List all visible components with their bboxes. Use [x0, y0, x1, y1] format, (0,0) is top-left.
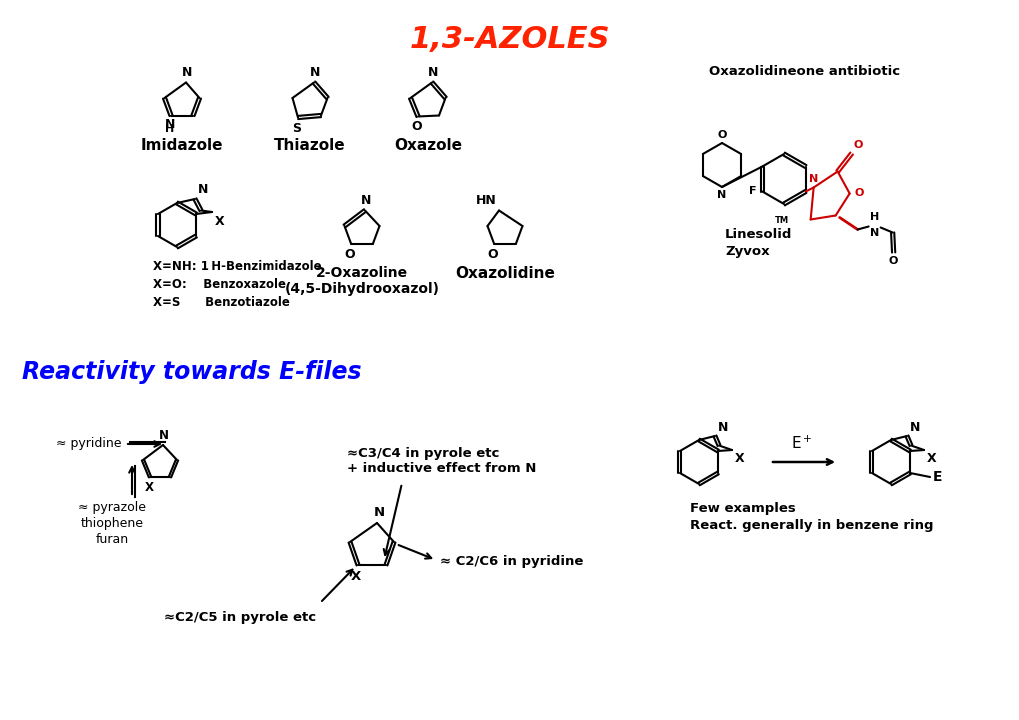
Text: E: E	[932, 470, 942, 484]
Text: O: O	[344, 248, 355, 261]
Text: Linesolid
Zyvox: Linesolid Zyvox	[725, 228, 792, 258]
Text: X: X	[215, 215, 224, 228]
Text: N: N	[159, 429, 169, 442]
Text: Oxazole: Oxazole	[393, 138, 462, 153]
Text: X=NH: 1 H-Benzimidazole
X=O:    Benzoxazole
X=S      Benzotiazole: X=NH: 1 H-Benzimidazole X=O: Benzoxazole…	[153, 260, 321, 309]
Text: O: O	[487, 248, 498, 261]
Text: H: H	[869, 212, 878, 222]
Text: ≈ C2/C6 in pyridine: ≈ C2/C6 in pyridine	[439, 556, 583, 569]
Text: O: O	[853, 140, 862, 150]
Text: O: O	[412, 120, 422, 133]
Text: 1,3-AZOLES: 1,3-AZOLES	[410, 25, 609, 54]
Text: S: S	[292, 122, 302, 135]
Text: N: N	[181, 66, 192, 79]
Text: N: N	[808, 174, 817, 184]
Text: Oxazolidineone antibiotic: Oxazolidineone antibiotic	[709, 65, 900, 78]
Text: N: N	[373, 506, 384, 519]
Text: N: N	[198, 183, 208, 196]
Text: H: H	[165, 125, 174, 135]
Text: HN: HN	[476, 194, 496, 207]
Text: O: O	[716, 130, 726, 140]
Text: N: N	[909, 421, 919, 434]
Text: ≈C2/C5 in pyrole etc: ≈C2/C5 in pyrole etc	[164, 611, 316, 624]
Text: N: N	[716, 190, 726, 200]
Text: ≈C3/C4 in pyrole etc
+ inductive effect from N: ≈C3/C4 in pyrole etc + inductive effect …	[346, 447, 536, 475]
Text: Reactivity towards E-files: Reactivity towards E-files	[22, 360, 362, 384]
Text: N: N	[361, 194, 371, 207]
Text: ≈ pyridine: ≈ pyridine	[55, 438, 121, 451]
Text: Oxazolidine: Oxazolidine	[454, 266, 554, 281]
Text: N: N	[869, 228, 878, 238]
Text: 2-Oxazoline
(4,5-Dihydrooxazol): 2-Oxazoline (4,5-Dihydrooxazol)	[284, 266, 439, 296]
Text: X: X	[351, 570, 361, 583]
Text: N: N	[165, 119, 175, 132]
Text: N: N	[427, 66, 438, 79]
Text: N: N	[310, 66, 320, 79]
Text: X: X	[145, 481, 153, 494]
Text: X: X	[926, 452, 935, 465]
Text: X: X	[735, 452, 744, 465]
Text: F: F	[748, 186, 756, 197]
Text: Thiazole: Thiazole	[274, 138, 345, 153]
Text: Few examples
React. generally in benzene ring: Few examples React. generally in benzene…	[689, 502, 932, 532]
Text: E$^+$: E$^+$	[791, 435, 812, 452]
Text: ≈ pyrazole
thiophene
furan: ≈ pyrazole thiophene furan	[77, 501, 146, 546]
Text: TM: TM	[774, 216, 789, 225]
Text: Imidazole: Imidazole	[141, 138, 223, 153]
Text: N: N	[717, 421, 728, 434]
Text: O: O	[889, 256, 898, 266]
Text: O: O	[854, 189, 863, 199]
